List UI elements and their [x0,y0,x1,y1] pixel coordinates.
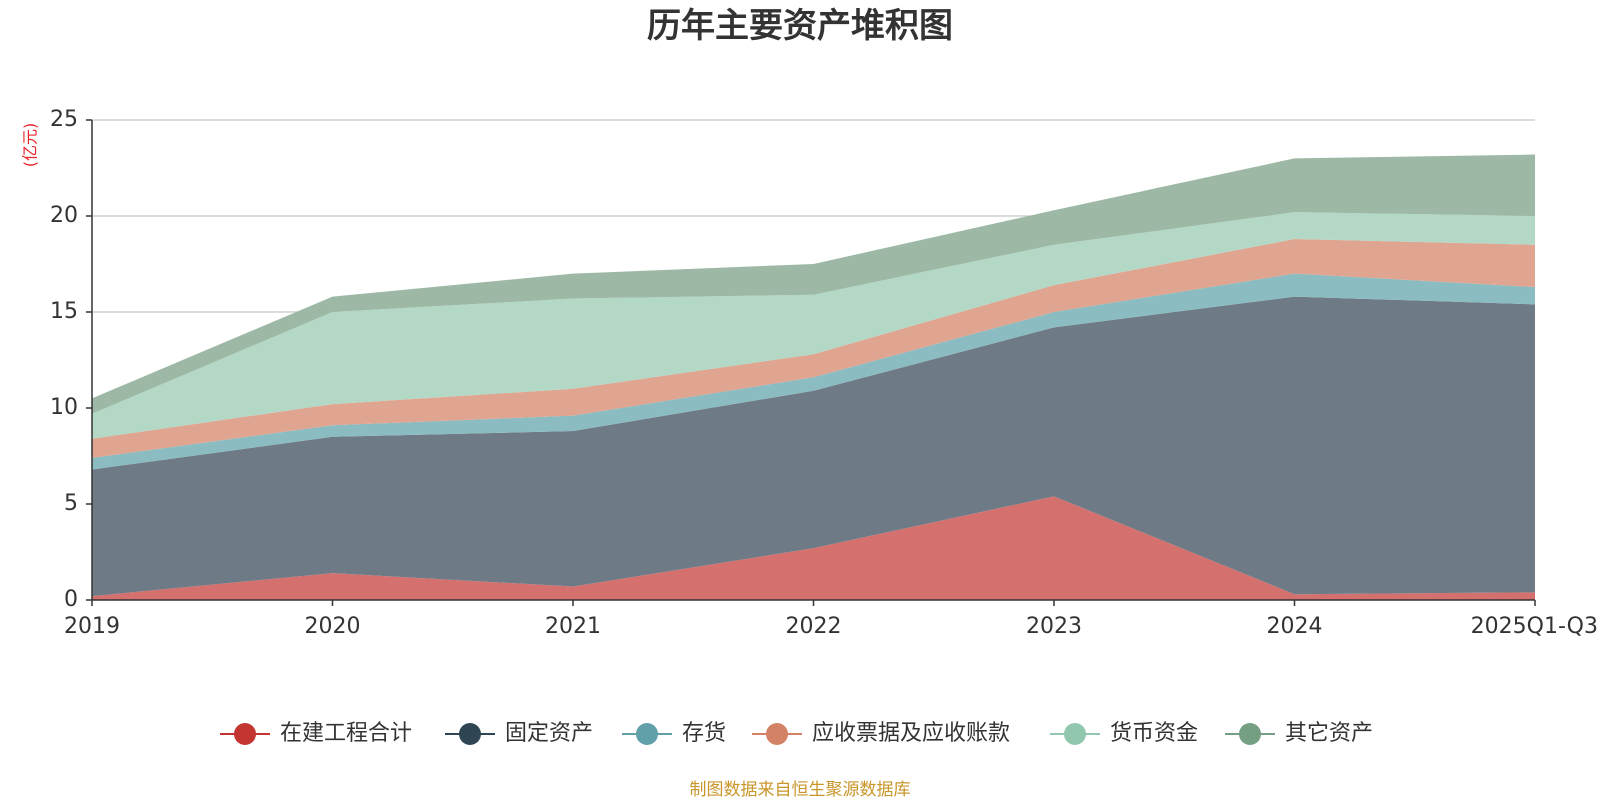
y-axis-unit: (亿元) [21,123,40,168]
y-tick-label: 10 [50,395,78,420]
x-tick-label: 2021 [545,614,601,639]
y-tick-label: 5 [64,491,78,516]
area-series-1 [92,496,1535,600]
legend-item-1: 在建工程合计 [220,721,412,746]
area-series-3 [92,273,1535,470]
x-tick-label: 2024 [1267,614,1323,639]
legend-marker [1064,723,1086,745]
legend-label: 在建工程合计 [280,721,412,746]
area-series [92,154,1535,600]
axes: 0 5 10 15 20 25 2019 2020 2021 2022 2023 2024 2025Q1… [50,107,1598,639]
legend-label: 其它资产 [1285,721,1373,746]
legend-item-5: 货币资金 [1050,721,1198,746]
legend-item-4: 应收票据及应收账款 [752,721,1010,746]
legend-label: 存货 [682,721,726,746]
legend-label: 应收票据及应收账款 [812,721,1010,746]
y-tick-label: 20 [50,203,78,228]
legend-item-6: 其它资产 [1225,721,1373,746]
legend-label: 货币资金 [1110,721,1198,746]
legend-item-3: 存货 [622,721,726,746]
y-tick-label: 25 [50,107,78,132]
chart-title: 历年主要资产堆积图 [647,6,953,46]
y-tick-label: 0 [64,587,78,612]
y-tick-label: 15 [50,299,78,324]
legend-item-2: 固定资产 [445,721,593,746]
legend-marker [1239,723,1261,745]
x-tick-label: 2025Q1-Q3 [1471,614,1598,639]
area-series-2 [92,296,1535,597]
x-tick-label: 2022 [786,614,842,639]
x-tick-label: 2020 [305,614,361,639]
area-series-5 [92,212,1535,439]
area-series-6 [92,154,1535,414]
x-tick-label: 2023 [1026,614,1082,639]
legend-label: 固定资产 [505,721,593,746]
x-tick-label: 2019 [64,614,120,639]
legend-marker [459,723,481,745]
data-source-note: 制图数据来自恒生聚源数据库 [690,780,911,800]
legend-marker [766,723,788,745]
legend-marker [636,723,658,745]
legend: 在建工程合计 固定资产 存货 应收票据及应收账款 货币资金 其它资产 [220,721,1373,746]
legend-marker [234,723,256,745]
area-series-4 [92,239,1535,458]
